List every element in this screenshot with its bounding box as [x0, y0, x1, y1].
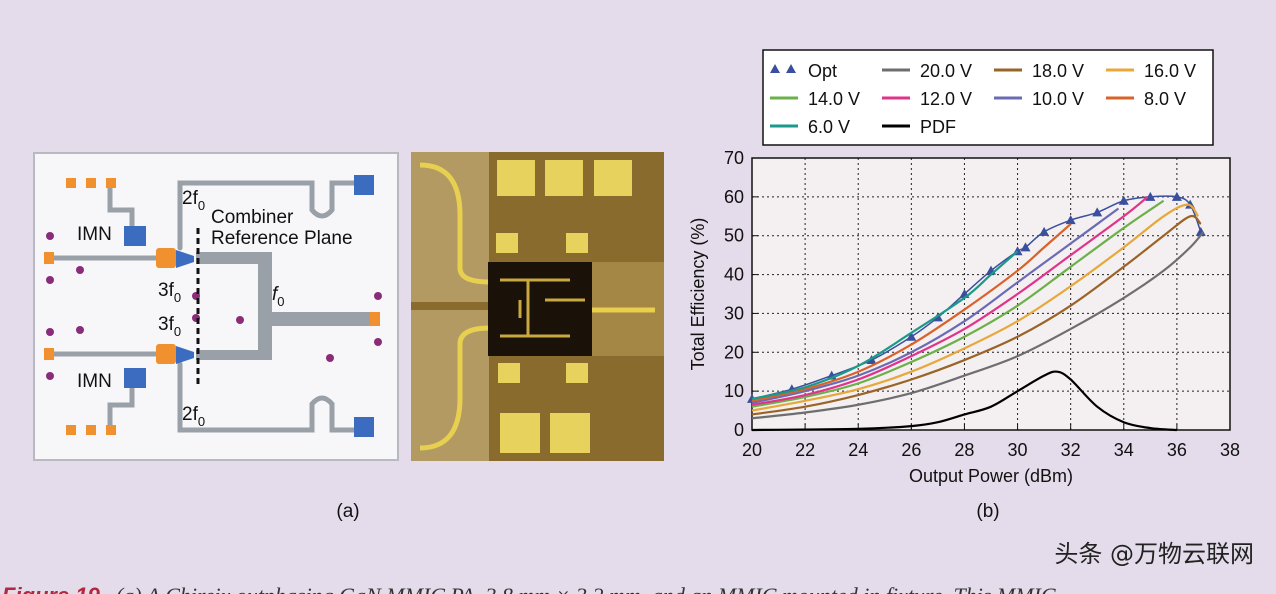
- data-point: [1171, 191, 1182, 201]
- legend-marker: [770, 64, 796, 73]
- x-tick-label: 22: [795, 440, 815, 460]
- imn-label: IMN: [77, 371, 112, 392]
- x-tick-label: 24: [848, 440, 868, 460]
- harmonic-label: 2f0: [182, 404, 205, 429]
- y-tick-label: 70: [724, 148, 744, 168]
- data-point: [1118, 195, 1129, 205]
- legend-label: Opt: [808, 61, 837, 81]
- y-tick-label: 50: [724, 226, 744, 246]
- x-tick-label: 28: [954, 440, 974, 460]
- panel-caption: (a): [336, 501, 359, 522]
- legend-label: 20.0 V: [920, 61, 972, 81]
- legend-label: 14.0 V: [808, 89, 860, 109]
- data-point: [1039, 226, 1050, 236]
- imn-label: IMN: [77, 224, 112, 245]
- y-tick-label: 60: [724, 187, 744, 207]
- x-tick-label: 30: [1008, 440, 1028, 460]
- legend-label: 18.0 V: [1032, 61, 1084, 81]
- plot-frame: [751, 157, 1231, 431]
- y-tick-label: 10: [724, 381, 744, 401]
- combiner-label: Combiner: [211, 207, 294, 228]
- panel-caption: (b): [976, 501, 999, 522]
- data-point: [1092, 207, 1103, 217]
- data-point: [1020, 242, 1031, 252]
- y-tick-label: 0: [734, 420, 744, 440]
- x-tick-label: 34: [1114, 440, 1134, 460]
- figure-caption: Figure 19.(a) A Chireix outphasing GaN M…: [2, 583, 1056, 594]
- harmonic-label: 2f0: [182, 188, 205, 213]
- series-line: [751, 231, 1205, 420]
- schematic: 2f0 Combiner Reference Plane IMN 3f0 3f0…: [33, 152, 399, 461]
- plane-label: Reference Plane: [211, 228, 353, 249]
- watermark: 头条 @万物云联网: [1054, 540, 1254, 568]
- y-tick-label: 40: [724, 265, 744, 285]
- series-line: [751, 196, 1149, 406]
- series-line: [751, 207, 1120, 404]
- legend-box: [762, 49, 1214, 146]
- data-point: [1145, 191, 1156, 201]
- legend-label: 6.0 V: [808, 117, 850, 137]
- legend-label: PDF: [920, 117, 956, 137]
- x-tick-label: 26: [901, 440, 921, 460]
- series-line: [751, 203, 1200, 412]
- legend-label: 16.0 V: [1144, 61, 1196, 81]
- series-line: [751, 250, 1019, 400]
- chart: 0 10 20 30 40 50 60 70 20 22 24 26 28 30 32 34 36 38 Outpu…: [688, 49, 1240, 486]
- harmonic-label: 3f0: [158, 280, 181, 305]
- fundamental-label: f0: [272, 284, 285, 309]
- data-point: [906, 331, 917, 341]
- series-line: [751, 370, 1177, 432]
- x-tick-label: 20: [742, 440, 762, 460]
- legend-label: 10.0 V: [1032, 89, 1084, 109]
- photo: [411, 152, 664, 461]
- y-axis-label: Total Efficiency (%): [688, 218, 708, 371]
- x-tick-label: 32: [1061, 440, 1081, 460]
- legend-label: 12.0 V: [920, 89, 972, 109]
- harmonic-label: 3f0: [158, 314, 181, 339]
- legend-label: 8.0 V: [1144, 89, 1186, 109]
- data-point: [1065, 215, 1076, 225]
- x-axis-label: Output Power (dBm): [909, 466, 1073, 486]
- x-tick-label: 38: [1220, 440, 1240, 460]
- y-tick-label: 30: [724, 303, 744, 323]
- x-tick-label: 36: [1167, 440, 1187, 460]
- series-line: [751, 223, 1072, 402]
- series-line: [751, 199, 1165, 408]
- series-line: [751, 214, 1202, 416]
- y-tick-label: 20: [724, 342, 744, 362]
